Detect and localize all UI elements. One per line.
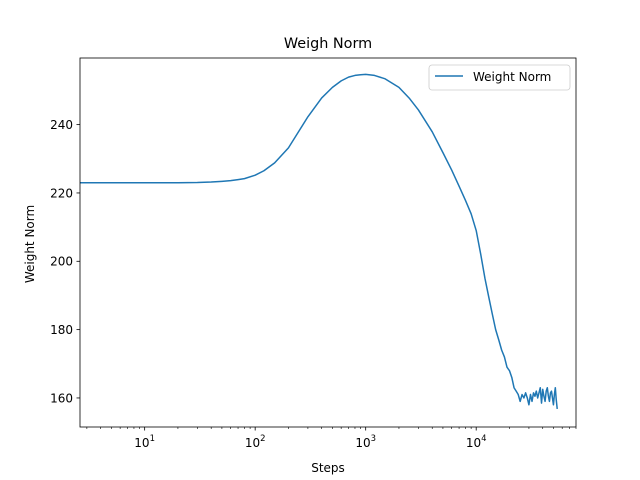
chart-title: Weigh Norm — [284, 36, 372, 52]
x-tick-label: 103 — [355, 434, 376, 450]
ticks-layer: 101 102 103 104 160 180 200 220 240 — [50, 118, 577, 450]
weight-norm-line — [80, 73, 558, 410]
y-tick-label: 220 — [50, 186, 73, 200]
plot-frame — [79, 57, 577, 428]
x-axis-label: Steps — [311, 461, 345, 475]
x-tick-label: 104 — [466, 434, 487, 450]
legend-entry-label: Weight Norm — [473, 70, 551, 84]
legend-box — [428, 64, 571, 91]
x-tick-label: 101 — [134, 434, 155, 450]
y-tick-label: 180 — [50, 323, 73, 337]
y-tick-label: 240 — [50, 118, 73, 132]
y-tick-label: 160 — [50, 391, 73, 405]
y-tick-label: 200 — [50, 255, 73, 269]
y-axis-label: Weight Norm — [23, 205, 37, 283]
legend: Weight Norm — [428, 64, 571, 91]
x-tick-label: 102 — [245, 434, 266, 450]
